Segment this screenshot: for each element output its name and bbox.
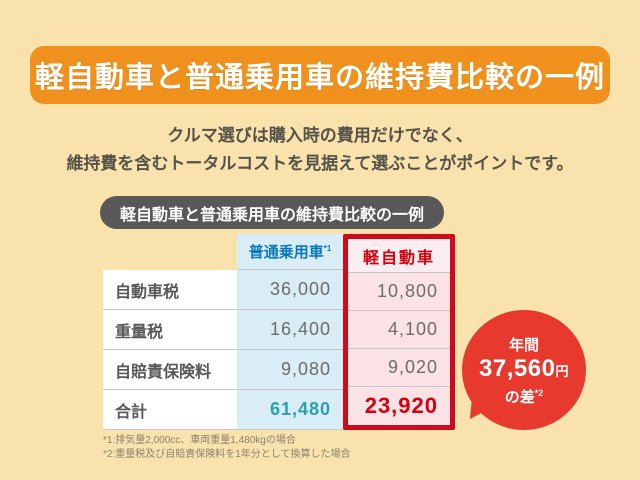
table-cell: 10,800 — [348, 273, 450, 311]
row-label-column: 自動車税 重量税 自賠責保険料 合計 — [103, 234, 237, 430]
kei-total-value: 23,920 — [364, 393, 438, 418]
regular-automobile-tax-value: 36,000 — [269, 279, 331, 299]
intro-line-1: クルマ選びは購入時の費用だけでなく、 — [167, 126, 473, 145]
kei-car-header: 軽自動車 — [348, 239, 450, 273]
regular-total-value: 61,480 — [269, 399, 331, 419]
bubble-diff-label: の差 — [504, 388, 535, 406]
regular-car-header-label: 普通乗用車 — [248, 244, 324, 261]
footnote-2: *2:重量税及び自賠責保険料を1年分として換算した場合 — [103, 449, 351, 460]
cost-comparison-table: 自動車税 重量税 自賠責保険料 合計 普通乗用車*1 36,000 16,400 — [103, 234, 455, 430]
regular-weight-tax-value: 16,400 — [269, 319, 331, 339]
kei-weight-tax-value: 4,100 — [387, 319, 438, 339]
table-cell: 4,100 — [348, 311, 450, 349]
table-row: 自動車税 — [103, 270, 237, 310]
kei-car-header-label: 軽自動車 — [362, 249, 435, 267]
table-caption-label: 軽自動車と普通乗用車の維持費比較の一例 — [120, 206, 425, 224]
footnote-ref-1: *1 — [323, 244, 332, 253]
regular-car-column: 普通乗用車*1 36,000 16,400 9,080 61,480 — [237, 234, 343, 430]
bubble-unit: 円 — [555, 363, 569, 379]
intro-text: クルマ選びは購入時の費用だけでなく、 維持費を含むトータルコストを見据えて選ぶこ… — [0, 122, 640, 178]
table-cell: 9,020 — [348, 349, 450, 387]
table-cell: 61,480 — [237, 390, 343, 430]
title-banner: 軽自動車と普通乗用車の維持費比較の一例 — [30, 46, 610, 104]
footnote-1: *1:排気量2,000cc、車両重量1,480kgの場合 — [103, 435, 296, 446]
annual-savings-bubble: 年間 37,560円 の差*2 — [451, 310, 586, 438]
kei-liability-insurance-value: 9,020 — [387, 357, 438, 377]
regular-liability-insurance-value: 9,080 — [280, 359, 331, 379]
row-label-automobile-tax: 自動車税 — [115, 283, 180, 301]
table-cell: 23,920 — [348, 387, 450, 425]
row-label-weight-tax: 重量税 — [115, 323, 164, 341]
kei-car-column: 軽自動車 10,800 4,100 9,020 23,920 — [343, 234, 455, 430]
header-spacer-cell — [103, 234, 237, 270]
row-label-liability-insurance: 自賠責保険料 — [115, 363, 212, 381]
intro-line-2: 維持費を含むトータルコストを見据えて選ぶことがポイントです。 — [66, 154, 574, 173]
regular-car-header: 普通乗用車*1 — [237, 234, 343, 270]
bubble-tail — [451, 391, 495, 438]
table-cell: 9,080 — [237, 350, 343, 390]
table-row: 自賠責保険料 — [103, 350, 237, 390]
row-label-total: 合計 — [115, 403, 148, 421]
page-title: 軽自動車と普通乗用車の維持費比較の一例 — [34, 62, 605, 94]
table-caption-badge: 軽自動車と普通乗用車の維持費比較の一例 — [100, 196, 445, 229]
kei-automobile-tax-value: 10,800 — [376, 281, 438, 301]
table-row: 重量税 — [103, 310, 237, 350]
bubble-period-label: 年間 — [508, 336, 539, 354]
footnote-ref-2: *2 — [534, 387, 544, 398]
bubble-amount: 37,560 — [479, 354, 556, 382]
footnotes: *1:排気量2,000cc、車両重量1,480kgの場合 *2:重量税及び自賠責… — [103, 434, 351, 462]
table-cell: 36,000 — [237, 270, 343, 310]
table-row: 合計 — [103, 390, 237, 430]
table-cell: 16,400 — [237, 310, 343, 350]
